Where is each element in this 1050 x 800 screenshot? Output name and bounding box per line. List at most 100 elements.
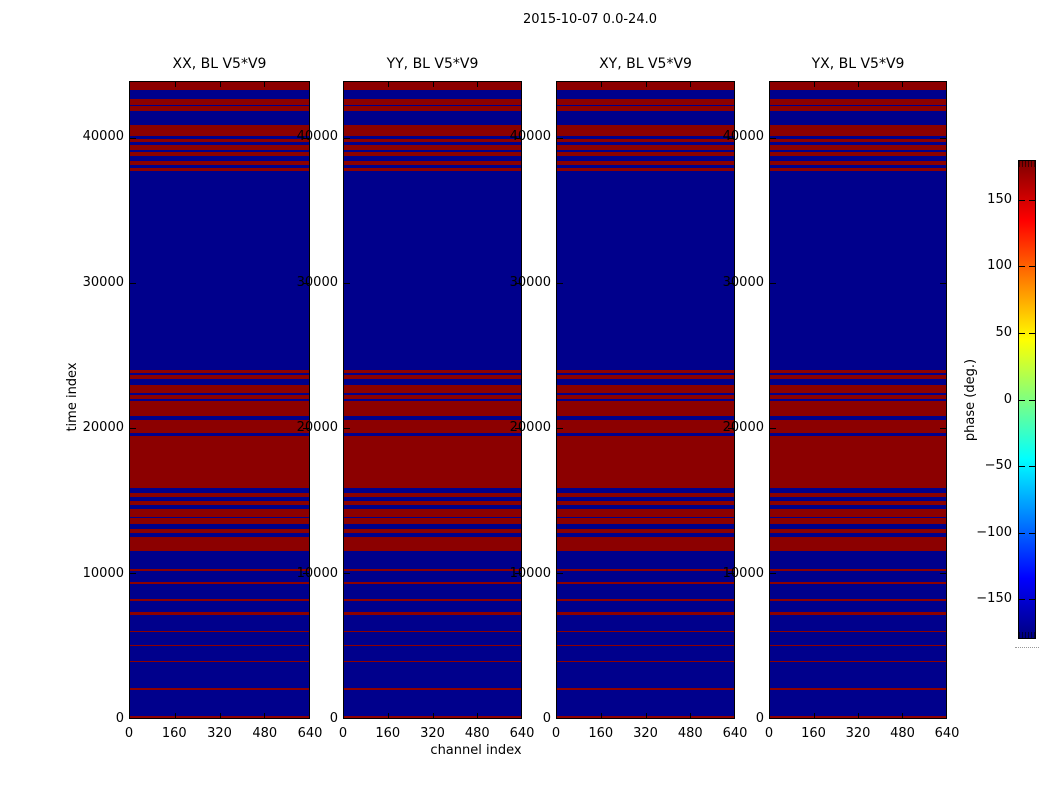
heatmap-panel-3 <box>769 81 947 719</box>
phase-band <box>130 518 309 525</box>
phase-band <box>770 509 946 517</box>
y-tick-label: 10000 <box>82 565 124 581</box>
x-tick-label: 0 <box>551 726 561 741</box>
y-tick-mark <box>344 428 350 429</box>
y-tick-mark <box>303 283 309 284</box>
phase-band <box>344 630 521 633</box>
phase-band <box>130 644 309 647</box>
colorbar-tick-label: 0 <box>1003 391 1012 407</box>
x-tick-label: 640 <box>934 726 960 741</box>
x-tick-label: 0 <box>338 726 348 741</box>
phase-band <box>344 400 521 417</box>
phase-band <box>130 688 309 690</box>
phase-band <box>557 715 734 718</box>
y-tick-label: 0 <box>755 711 764 726</box>
colorbar-tick-mark <box>1029 466 1035 468</box>
x-tick-mark <box>264 82 265 87</box>
phase-band <box>344 612 521 616</box>
colorbar-tick-mark <box>1019 399 1025 401</box>
x-tick-mark <box>858 82 859 87</box>
y-tick-label: 0 <box>329 711 338 726</box>
y-tick-label: 10000 <box>722 565 764 581</box>
x-tick-label: 320 <box>207 726 232 741</box>
phase-band <box>344 369 521 374</box>
y-tick-mark <box>130 573 136 574</box>
colorbar-bottom-comb <box>1019 632 1035 638</box>
x-tick-mark <box>858 713 859 718</box>
x-tick-mark <box>175 82 176 87</box>
y-tick-mark <box>130 283 136 284</box>
phase-band <box>770 529 946 533</box>
y-tick-mark <box>515 283 521 284</box>
phase-band <box>344 105 521 111</box>
phase-band <box>557 369 734 374</box>
y-tick-label: 30000 <box>722 274 764 290</box>
phase-band <box>557 582 734 585</box>
phase-band <box>344 167 521 172</box>
x-tick-label: 320 <box>633 726 658 741</box>
colorbar-bottom-dotted-edge <box>1015 647 1039 648</box>
figure-title: 2015-10-07 0.0-24.0 <box>523 12 657 27</box>
phase-band <box>130 152 309 156</box>
phase-band <box>557 145 734 150</box>
colorbar-tick-mark <box>1019 199 1025 201</box>
phase-band <box>770 644 946 647</box>
colorbar-tick-mark <box>1029 599 1035 601</box>
phase-band <box>770 105 946 111</box>
y-tick-mark <box>344 138 350 139</box>
phase-band <box>130 569 309 572</box>
x-tick-label: 640 <box>509 726 535 741</box>
y-tick-mark <box>344 573 350 574</box>
y-tick-mark <box>940 573 946 574</box>
x-tick-label: 320 <box>420 726 445 741</box>
y-tick-mark <box>728 573 734 574</box>
phase-band <box>344 161 521 166</box>
phase-band <box>344 660 521 663</box>
panel-title-1: YY, BL V5*V9 <box>386 56 479 72</box>
phase-band <box>344 375 521 379</box>
x-tick-label: 480 <box>252 726 278 741</box>
x-tick-label: 160 <box>161 726 187 741</box>
phase-band <box>130 384 309 394</box>
phase-band <box>557 569 734 572</box>
colorbar-tick-label: −100 <box>976 524 1012 540</box>
phase-band <box>770 98 946 105</box>
phase-band <box>344 384 521 394</box>
phase-band <box>557 518 734 525</box>
x-tick-mark <box>902 82 903 87</box>
phase-band <box>344 509 521 517</box>
colorbar <box>1018 160 1036 639</box>
phase-band <box>770 167 946 172</box>
phase-band <box>130 400 309 417</box>
y-tick-mark <box>303 428 309 429</box>
phase-band <box>130 125 309 137</box>
y-tick-label: 30000 <box>509 274 551 290</box>
phase-band <box>557 630 734 633</box>
x-tick-label: 160 <box>801 726 826 741</box>
y-tick-mark <box>130 428 136 429</box>
colorbar-tick-mark <box>1019 332 1025 334</box>
phase-band <box>130 167 309 172</box>
phase-band <box>557 384 734 394</box>
colorbar-tick-label: −50 <box>984 458 1012 474</box>
colorbar-tick-mark <box>1019 266 1025 268</box>
x-tick-mark <box>690 713 691 718</box>
phase-band <box>557 400 734 417</box>
colorbar-tick-label: −150 <box>976 591 1012 607</box>
phase-band <box>770 400 946 417</box>
phase-band <box>557 394 734 400</box>
colorbar-tick-label: 150 <box>987 191 1012 207</box>
phase-band <box>557 660 734 663</box>
phase-band <box>130 105 309 111</box>
y-tick-mark <box>728 138 734 139</box>
x-tick-label: 640 <box>722 726 748 741</box>
phase-band <box>770 518 946 525</box>
x-tick-mark <box>264 713 265 718</box>
y-tick-mark <box>557 428 563 429</box>
x-tick-mark <box>175 713 176 718</box>
x-axis-label: channel index <box>430 743 522 758</box>
phase-band <box>770 419 946 433</box>
x-tick-mark <box>388 82 389 87</box>
phase-band <box>344 152 521 156</box>
panel-title-0: XX, BL V5*V9 <box>172 56 267 72</box>
